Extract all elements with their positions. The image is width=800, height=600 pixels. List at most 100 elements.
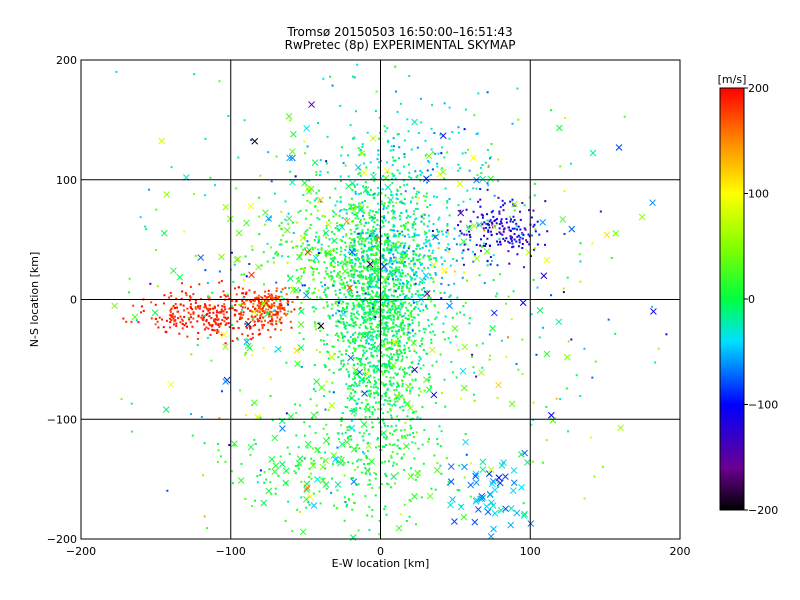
data-point xyxy=(164,330,167,333)
data-point xyxy=(278,318,281,321)
data-point xyxy=(512,220,515,223)
data-point xyxy=(341,411,344,414)
data-point xyxy=(327,357,330,360)
data-point xyxy=(361,201,364,204)
data-point-x xyxy=(543,256,551,264)
data-point xyxy=(373,179,376,182)
data-point xyxy=(350,438,353,441)
data-point xyxy=(342,317,345,320)
data-point xyxy=(361,145,364,148)
data-point xyxy=(417,254,420,257)
data-point-x xyxy=(158,137,165,145)
data-point-x xyxy=(237,477,245,484)
data-point xyxy=(509,220,512,223)
data-point xyxy=(469,239,472,242)
data-point xyxy=(389,265,392,268)
data-point xyxy=(385,383,388,386)
data-point xyxy=(384,338,387,341)
data-point xyxy=(353,240,356,243)
data-point xyxy=(344,248,347,251)
data-point xyxy=(359,276,362,279)
data-point xyxy=(564,116,567,119)
data-point xyxy=(388,341,391,344)
data-point xyxy=(370,322,373,325)
data-point xyxy=(390,416,393,419)
data-point-x xyxy=(354,164,362,171)
data-point xyxy=(324,270,327,273)
data-point xyxy=(522,266,525,269)
data-point xyxy=(366,193,369,196)
data-point-x xyxy=(317,322,325,330)
data-point-x xyxy=(539,219,547,226)
data-point xyxy=(242,314,245,317)
data-point xyxy=(252,324,255,327)
data-point xyxy=(425,304,428,307)
data-point xyxy=(342,463,345,466)
data-point xyxy=(538,233,541,236)
data-point xyxy=(392,224,395,227)
data-point xyxy=(395,284,398,287)
data-point xyxy=(386,262,389,265)
data-point xyxy=(394,268,397,271)
data-point xyxy=(353,502,356,505)
data-point xyxy=(419,357,422,360)
data-point xyxy=(411,441,414,444)
data-point xyxy=(368,234,371,237)
data-point xyxy=(530,216,533,219)
data-point xyxy=(440,282,443,285)
data-point xyxy=(334,204,337,207)
data-point xyxy=(469,317,472,320)
data-point xyxy=(358,344,361,347)
data-point xyxy=(324,283,327,286)
data-point xyxy=(294,403,297,406)
data-point xyxy=(279,307,282,310)
data-point xyxy=(422,294,425,297)
data-point xyxy=(384,326,387,329)
data-point xyxy=(368,283,371,286)
data-point xyxy=(380,268,383,271)
data-point xyxy=(376,295,379,298)
data-point xyxy=(211,324,214,327)
data-point xyxy=(312,270,315,273)
data-point xyxy=(371,307,374,310)
data-point xyxy=(393,311,396,314)
data-point xyxy=(386,269,389,272)
data-point xyxy=(394,290,397,293)
data-point xyxy=(362,237,365,240)
data-point xyxy=(471,353,474,356)
data-point xyxy=(241,333,244,336)
data-point xyxy=(394,305,397,308)
data-point xyxy=(317,240,320,243)
data-point-x xyxy=(162,406,170,413)
data-point-x xyxy=(289,154,296,162)
data-point xyxy=(420,339,423,342)
data-point xyxy=(371,247,374,250)
data-point xyxy=(239,313,242,316)
data-point xyxy=(390,272,393,275)
data-point xyxy=(366,131,369,134)
data-point xyxy=(495,232,498,235)
data-point xyxy=(403,297,406,300)
data-point xyxy=(269,320,272,323)
data-point xyxy=(458,489,461,492)
data-point xyxy=(351,334,354,337)
data-point xyxy=(253,290,256,293)
data-point xyxy=(355,305,358,308)
data-point xyxy=(591,242,594,245)
data-point xyxy=(497,158,500,161)
data-point xyxy=(280,210,283,213)
data-point xyxy=(209,333,212,336)
data-point xyxy=(436,462,439,465)
data-point xyxy=(290,326,293,329)
data-point xyxy=(515,222,518,225)
data-point xyxy=(325,160,328,163)
data-point xyxy=(488,245,491,248)
data-point xyxy=(382,208,385,211)
data-point xyxy=(405,255,408,258)
data-point xyxy=(369,389,372,392)
data-point xyxy=(509,200,512,203)
data-point xyxy=(269,481,272,484)
data-point xyxy=(398,340,401,343)
data-point xyxy=(392,279,395,282)
data-point xyxy=(460,397,463,400)
